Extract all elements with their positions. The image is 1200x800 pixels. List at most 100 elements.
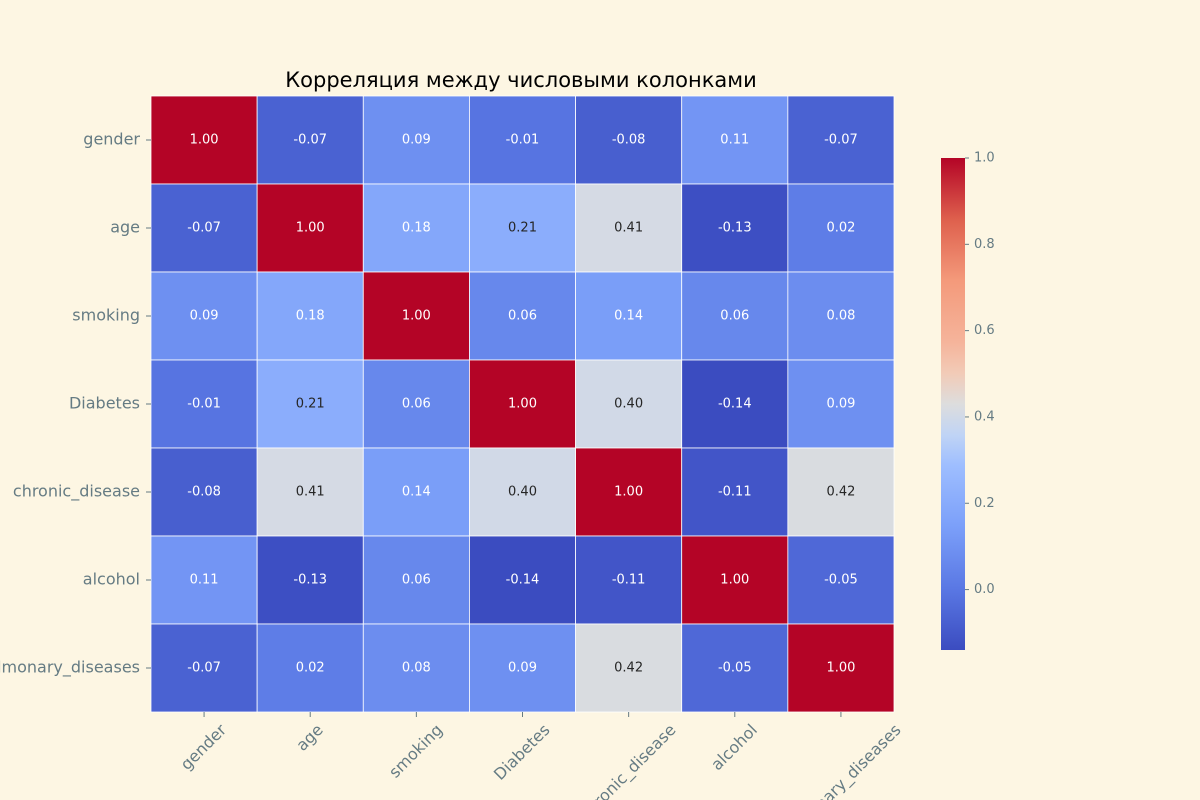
heatmap-cell: [469, 623, 576, 713]
cell-value-label: -0.07: [293, 133, 327, 148]
y-tick-label: age: [110, 218, 140, 237]
cell-value-label: 0.09: [508, 661, 537, 676]
heatmap-cell: [150, 359, 258, 449]
heatmap-cell: [362, 623, 470, 713]
heatmap-cell: [575, 623, 683, 713]
heatmap-cell: [256, 95, 364, 185]
heatmap-cell: [681, 623, 789, 713]
y-tick-label: Diabetes: [69, 394, 140, 413]
cell-value-label: 0.09: [402, 133, 431, 148]
heatmap-cell: [787, 183, 895, 273]
colorbar-tick-label: 0.0: [974, 582, 995, 597]
cell-value-label: -0.11: [718, 485, 752, 500]
cell-value-label: -0.13: [293, 573, 327, 588]
cell-value-label: 0.06: [720, 309, 749, 324]
cell-value-label: 0.02: [826, 221, 855, 236]
heatmap-cell: [362, 535, 470, 625]
heatmap-cell: [575, 95, 683, 185]
heatmap-cell: [787, 623, 895, 713]
colorbar-tick-label: 0.2: [974, 496, 995, 511]
heatmap-cell: [150, 535, 258, 625]
cell-value-label: 1.00: [402, 309, 431, 324]
heatmap-cell: [469, 535, 576, 625]
cell-value-label: 0.08: [402, 661, 431, 676]
cell-value-label: 0.14: [402, 485, 431, 500]
cell-value-label: -0.07: [187, 661, 221, 676]
heatmap-cell: [469, 359, 576, 449]
heatmap-cell: [787, 447, 895, 537]
colorbar: [941, 158, 965, 650]
colorbar-tick-label: 0.6: [974, 323, 995, 338]
heatmap-cell: [150, 183, 258, 273]
heatmap-cell: [150, 271, 258, 361]
cell-value-label: 1.00: [826, 661, 855, 676]
heatmap-cell: [362, 95, 470, 185]
heatmap-cell: [150, 623, 258, 713]
heatmap-cell: [256, 359, 364, 449]
cell-value-label: 1.00: [508, 397, 537, 412]
heatmap-cell: [787, 535, 895, 625]
cell-value-label: 0.11: [190, 573, 219, 588]
cell-value-label: -0.11: [612, 573, 646, 588]
cell-value-label: 0.06: [402, 573, 431, 588]
colorbar-tick-label: 1.0: [974, 151, 995, 166]
cell-value-label: -0.01: [506, 133, 540, 148]
heatmap-cell: [256, 535, 364, 625]
cell-value-label: -0.14: [718, 397, 752, 412]
x-tick-label: gender: [177, 720, 231, 774]
cell-value-label: 0.42: [614, 661, 643, 676]
cell-value-label: -0.07: [824, 133, 858, 148]
heatmap-cell: [150, 95, 258, 185]
cell-value-label: 0.40: [614, 397, 643, 412]
heatmap-cell: [681, 271, 789, 361]
y-tick-label: smoking: [72, 306, 140, 325]
cell-value-label: 0.18: [402, 221, 431, 236]
cell-value-label: 0.06: [508, 309, 537, 324]
heatmap-cell: [256, 271, 364, 361]
cell-value-label: 1.00: [720, 573, 749, 588]
heatmap-cell: [787, 271, 895, 361]
cell-value-label: 0.18: [296, 309, 325, 324]
heatmap-cell: [681, 359, 789, 449]
x-tick-label: age: [292, 720, 327, 755]
cell-value-label: -0.14: [506, 573, 540, 588]
y-tick-label: chronic_disease: [13, 482, 140, 502]
heatmap-cell: [681, 183, 789, 273]
cell-value-label: 0.41: [296, 485, 325, 500]
y-tick-label: gender: [83, 130, 140, 149]
y-tick-label: alcohol: [83, 570, 140, 589]
heatmap-cell: [575, 535, 683, 625]
cell-value-label: 1.00: [190, 133, 219, 148]
cell-value-label: 0.14: [614, 309, 643, 324]
cell-value-label: -0.07: [187, 221, 221, 236]
chart-title: Корреляция между числовыми колонками: [285, 68, 757, 92]
heatmap-cell: [575, 271, 683, 361]
cell-value-label: 0.08: [826, 309, 855, 324]
cell-value-label: 0.42: [826, 485, 855, 500]
cell-value-label: -0.05: [718, 661, 752, 676]
x-tick-label: smoking: [385, 720, 446, 781]
colorbar-tick-label: 0.4: [974, 409, 995, 424]
heatmap-cell: [150, 447, 258, 537]
heatmap-cell: [362, 271, 470, 361]
cell-value-label: 1.00: [296, 221, 325, 236]
cell-value-label: 0.09: [190, 309, 219, 324]
cell-value-label: 0.02: [296, 661, 325, 676]
heatmap-cell: [575, 183, 683, 273]
cell-value-label: -0.13: [718, 221, 752, 236]
cell-value-label: 0.09: [826, 397, 855, 412]
heatmap-cell: [469, 95, 576, 185]
cell-value-label: 0.21: [296, 397, 325, 412]
x-tick-label: alcohol: [707, 720, 761, 774]
cell-value-label: 0.21: [508, 221, 537, 236]
x-tick-label: Diabetes: [490, 720, 554, 784]
cell-value-label: -0.08: [187, 485, 221, 500]
heatmap-cell: [787, 359, 895, 449]
cell-value-label: 0.41: [614, 221, 643, 236]
heatmap-cell: [469, 271, 576, 361]
x-tick-label: chronic_disease: [576, 720, 680, 800]
cell-value-label: -0.01: [187, 397, 221, 412]
cell-value-label: -0.05: [824, 573, 858, 588]
